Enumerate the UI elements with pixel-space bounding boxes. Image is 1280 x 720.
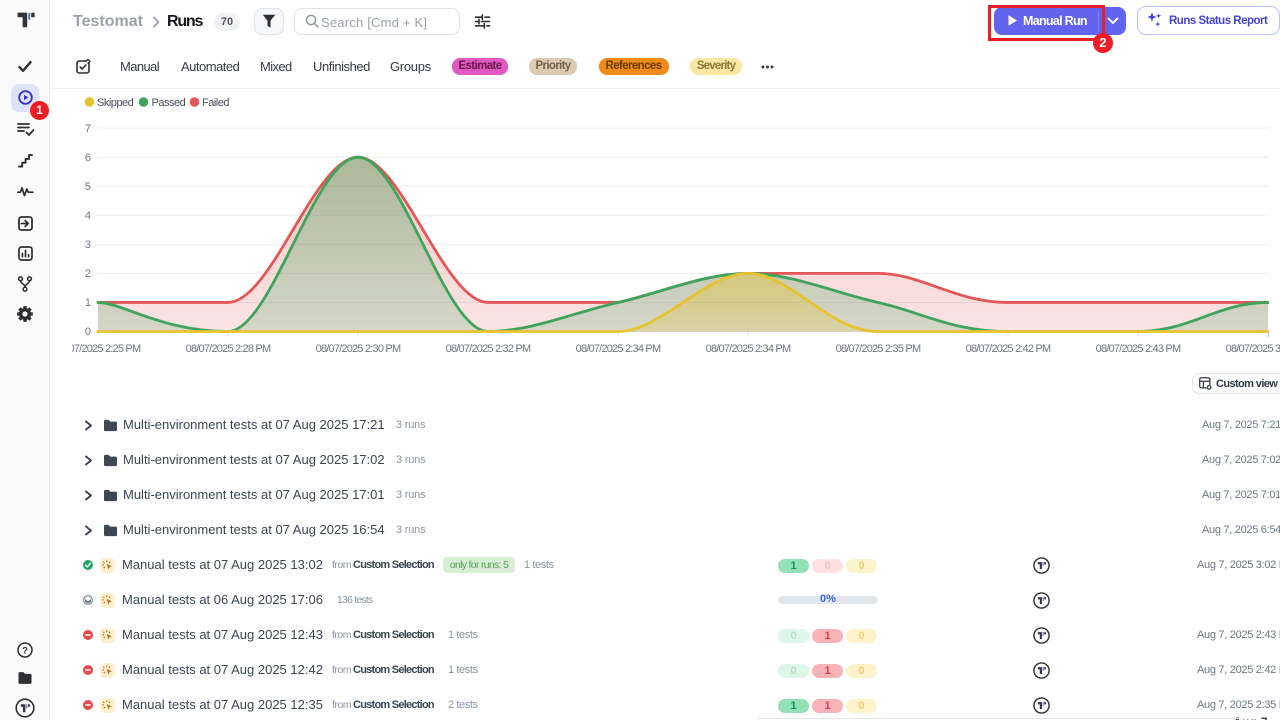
svg-text:08/07/2025 2:42 PM: 08/07/2025 2:42 PM [966,343,1051,355]
svg-text:?: ? [22,645,28,656]
svg-text:1: 1 [85,297,91,309]
svg-text:08/07/2025 2:30 PM: 08/07/2025 2:30 PM [316,343,401,355]
svg-text:5: 5 [85,181,91,193]
svg-text:4: 4 [85,210,91,222]
svg-text:Skipped: Skipped [97,97,134,109]
svg-text:08/07/2025 2:35 PM: 08/07/2025 2:35 PM [836,343,921,355]
svg-text:6: 6 [85,152,91,164]
svg-text:08/07/2025 2:34 PM: 08/07/2025 2:34 PM [706,343,791,355]
svg-text:Passed: Passed [152,97,186,109]
svg-text:08/07/2025 3:07 PM: 08/07/2025 3:07 PM [1226,343,1280,355]
svg-text:3: 3 [85,239,91,251]
svg-text:2: 2 [85,268,91,280]
svg-text:7: 7 [85,123,91,135]
svg-text:Failed: Failed [202,97,229,109]
svg-text:08/07/2025 2:43 PM: 08/07/2025 2:43 PM [1096,343,1181,355]
svg-text:08/07/2025 2:34 PM: 08/07/2025 2:34 PM [576,343,661,355]
svg-text:08/07/2025 2:32 PM: 08/07/2025 2:32 PM [446,343,531,355]
svg-text:08/07/2025 2:25 PM: 08/07/2025 2:25 PM [72,343,141,355]
svg-text:0: 0 [85,326,91,338]
svg-text:08/07/2025 2:28 PM: 08/07/2025 2:28 PM [186,343,271,355]
